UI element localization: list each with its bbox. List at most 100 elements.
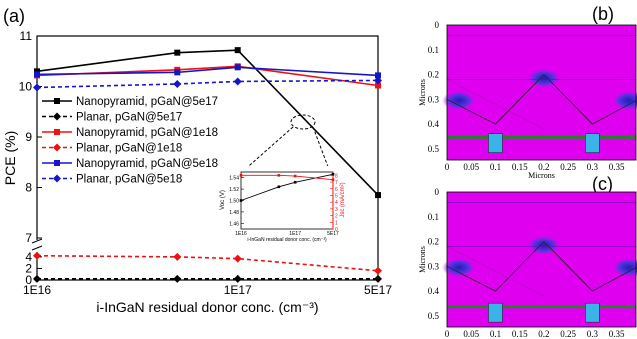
heatmap-y-tick-label: 0.5 (428, 144, 440, 154)
heatmap-y-tick-label: 0.3 (428, 261, 440, 271)
y-tick-label: 4 (25, 250, 32, 264)
data-point-planar-pgan-5e17 (233, 274, 242, 283)
inset-y-right-tick-label: 1 (335, 220, 338, 226)
heatmap-y-tick-label: 0.2 (428, 70, 439, 80)
data-point-nanopyramid-pgan-5e17 (34, 68, 40, 75)
data-point-nanopyramid-pgan-1e18 (375, 82, 381, 89)
data-point-nanopyramid-pgan-5e18 (234, 64, 241, 71)
data-point-nanopyramid-pgan-5e18 (174, 69, 181, 76)
heatmap-frame (446, 191, 637, 328)
series-line-nanopyramid-pgan-5e17 (36, 49, 379, 196)
heatmap-y-tick-label: 0.5 (428, 311, 440, 321)
field-contour (446, 246, 545, 297)
y-axis-label: PCE (%) (2, 131, 18, 185)
legend-marker (53, 143, 61, 152)
heatmap-x-tick-label: 0.3 (587, 329, 599, 339)
legend-marker (54, 129, 60, 135)
callout-line (241, 126, 294, 173)
inset-data-point-right (239, 174, 243, 177)
series-line-planar-pgan-1e18 (36, 254, 379, 272)
legend-label: Nanopyramid, pGaN@5e18 (76, 158, 218, 170)
y-tick-label: 8 (25, 181, 32, 195)
active-layer-band (447, 305, 636, 309)
heatmap-x-tick-label: 0.05 (463, 162, 479, 172)
inset-y-right-tick-label: 4 (335, 200, 338, 206)
inset-x-label: i-InGaN residual donor conc. (cm⁻³) (247, 237, 327, 243)
legend-marker (54, 98, 60, 104)
data-point-planar-pgan-5e18 (233, 77, 242, 86)
inset-y-right-tick-label: 3 (335, 207, 338, 213)
y-tick-label: 2 (25, 261, 32, 275)
pyramid-outline (446, 240, 637, 292)
legend-marker (53, 174, 61, 183)
axis-break-mark (31, 238, 43, 244)
contact-pad (488, 302, 503, 323)
inset-data-point-left (277, 185, 281, 189)
data-point-planar-pgan-1e18 (233, 254, 242, 263)
heatmap-x-tick-label: 0.2 (538, 162, 549, 172)
heatmap-y-label: Microns (418, 246, 427, 273)
inset-y-right-label: Jsc (mA/cm²) (340, 182, 346, 217)
inset-series-line-right (241, 174, 334, 181)
data-point-planar-pgan-5e17 (33, 274, 41, 283)
panel-a-label: (a) (3, 6, 25, 26)
contact-pad (488, 133, 503, 154)
inset-data-point-left (331, 172, 335, 176)
inset-y-left-label: Voc (V) (220, 190, 226, 210)
inset-y-left-tick-label: 1.46 (229, 221, 239, 227)
heatmap-x-tick-label: 0.05 (463, 329, 479, 339)
simulation-field (447, 25, 636, 160)
heatmap-x-tick-label: 0 (445, 162, 450, 172)
heatmap-x-tick-label: 0.2 (538, 329, 549, 339)
plot-frame (36, 35, 379, 281)
data-point-planar-pgan-1e18 (33, 251, 41, 260)
inset-y-right-tick-label: 0 (335, 227, 338, 233)
x-tick-label: 5E17 (364, 283, 392, 297)
heatmap-y-tick-label: 0 (435, 20, 440, 30)
heatmap-y-tick-label: 0.4 (428, 119, 440, 129)
y-tick-label: 0 (25, 273, 32, 287)
data-point-nanopyramid-pgan-5e17 (375, 192, 381, 199)
inset-x-tick-label: 1E17 (289, 231, 301, 237)
field-intensity-region (611, 257, 637, 278)
data-point-planar-pgan-5e18 (33, 83, 41, 92)
heatmap-x-tick-label: 0.25 (560, 329, 576, 339)
inset-y-right-tick-label: 6 (335, 187, 338, 193)
legend-label: Nanopyramid, pGaN@1e18 (76, 127, 218, 139)
data-point-planar-pgan-5e18 (173, 79, 182, 88)
panel-c-label: (c) (592, 174, 613, 194)
series-line-nanopyramid-pgan-5e18 (36, 66, 379, 77)
inset-y-right-tick-label: 5 (335, 193, 338, 199)
legend-label: Planar, pGaN@5e17 (76, 112, 182, 124)
inset-y-right-tick-label: 8 (335, 173, 338, 179)
x-tick-label: 1E17 (224, 283, 252, 297)
x-axis-label: i-InGaN residual donor conc. (cm⁻³) (96, 299, 318, 315)
inset-y-right-tick-label: 2 (335, 214, 338, 220)
heatmap-x-label: Microns (528, 171, 555, 180)
inset-data-point-right (293, 174, 297, 178)
field-intensity-region (611, 90, 637, 111)
panel-c-heatmap: 0 0.1 0.2 0.3 0.4 0.5 0 0.05 0.1 0.15 0.2 0.25 0.3 0.… (418, 187, 637, 339)
legend-marker (54, 160, 60, 166)
field-intensity-region (526, 68, 561, 89)
heatmap-x-tick-label: 0.3 (587, 162, 599, 172)
heatmap-y-tick-label: 0.4 (428, 286, 440, 296)
inset-y-left-tick-label: 1.50 (229, 199, 239, 205)
field-intensity-region (442, 257, 477, 278)
simulation-field (447, 192, 636, 327)
data-point-nanopyramid-pgan-5e17 (234, 47, 241, 54)
series-line-planar-pgan-5e18 (36, 79, 379, 89)
inset-y-left-tick-label: 1.54 (229, 176, 239, 182)
data-point-planar-pgan-1e18 (173, 252, 182, 261)
heatmap-y-tick-label: 0.3 (428, 94, 440, 104)
inset-data-point-right (277, 174, 281, 177)
heatmap-y-tick-label: 0.1 (428, 212, 439, 222)
pyramid-outline (446, 73, 637, 125)
inset-data-point-left (293, 180, 297, 184)
inset-y-left-tick-label: 1.52 (229, 187, 239, 193)
field-contour (446, 79, 545, 130)
heatmap-frame (446, 24, 637, 161)
